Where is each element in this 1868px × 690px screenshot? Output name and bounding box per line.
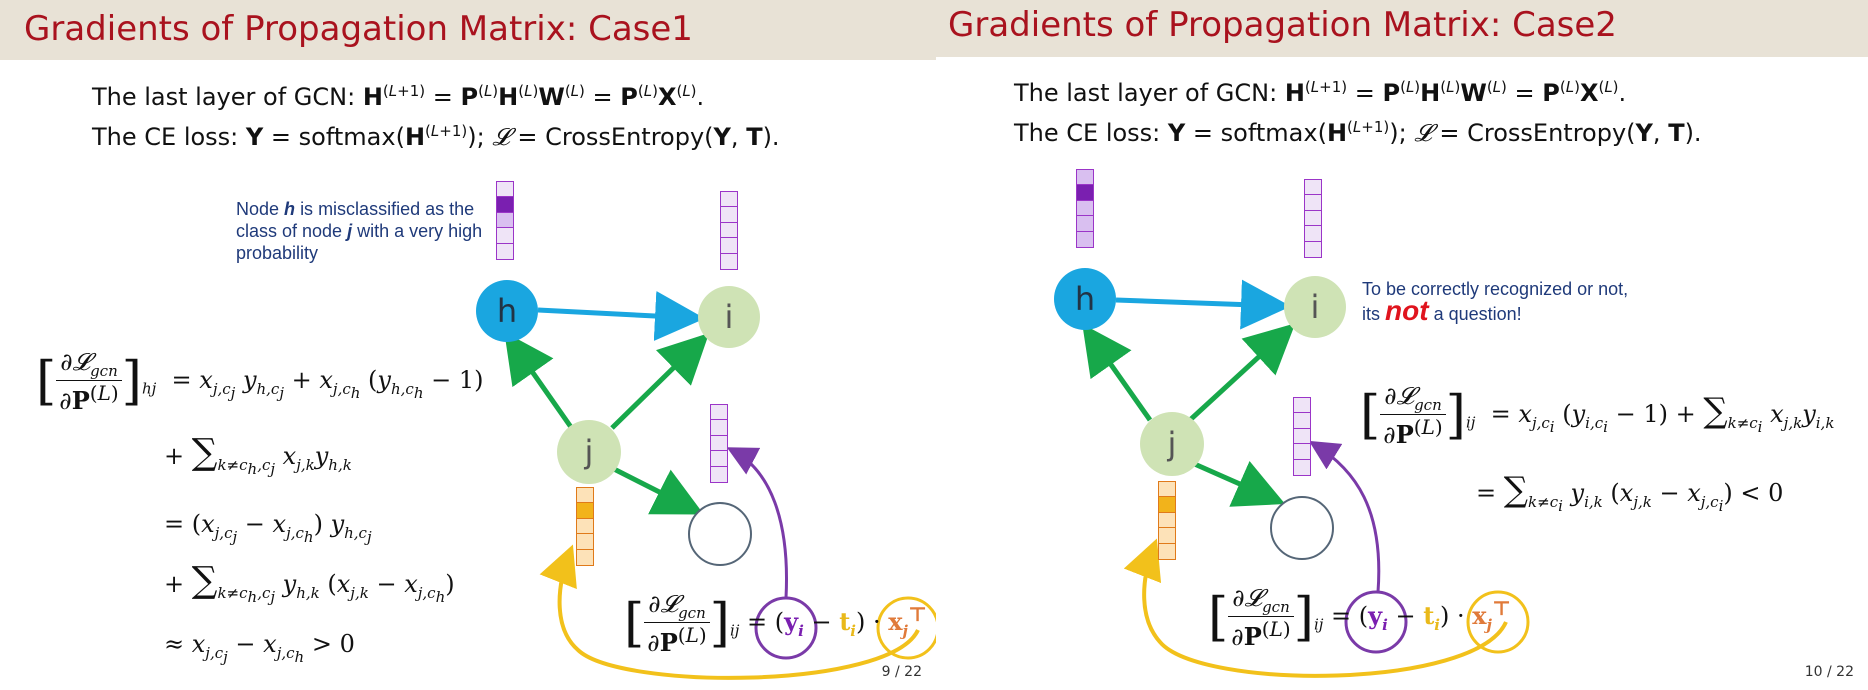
gcn-layer-label: The last layer of GCN: — [92, 83, 356, 111]
vector-cell — [710, 434, 728, 452]
ce-loss-line: The CE loss: Y = softmax(H(L+1)); 𝓛 = Cr… — [1014, 118, 1702, 147]
slide-title: Gradients of Propagation Matrix: Case2 — [948, 5, 1617, 45]
ce-loss-label: The CE loss: — [92, 123, 239, 151]
h-probability-vector — [496, 180, 514, 260]
node-j: j — [1140, 412, 1204, 476]
slide-10: Gradients of Propagation Matrix: Case2 T… — [936, 0, 1868, 690]
vector-cell — [1158, 527, 1176, 544]
vector-cell — [720, 252, 738, 270]
target-vector — [710, 403, 728, 483]
gcn-layer-label: The last layer of GCN: — [1014, 79, 1278, 107]
equation-line-3: = (xj,cj − xj,ch) yh,cj — [164, 510, 372, 546]
equation-line-2: = ∑k≠ci yi,k (xj,k − xj,ci) < 0 — [1476, 470, 1784, 515]
node-empty — [1270, 496, 1334, 560]
node-j: j — [557, 420, 621, 484]
graph-arrows — [504, 290, 936, 680]
vector-cell — [710, 403, 728, 421]
page-number: 9 / 22 — [881, 664, 922, 680]
gcn-layer-line: The last layer of GCN: H(L+1) = P(L)H(L)… — [1014, 78, 1627, 107]
vector-cell — [1304, 225, 1322, 242]
equation-line-2: + ∑k≠ch,cj xj,kyh,k — [164, 432, 352, 478]
vector-cell — [720, 221, 738, 239]
vector-cell — [1293, 427, 1311, 445]
recognition-note: To be correctly recognized or not, its n… — [1362, 279, 1629, 326]
vector-cell — [1293, 458, 1311, 476]
vector-cell — [496, 180, 514, 198]
node-empty — [688, 502, 752, 566]
gcn-layer-line: The last layer of GCN: H(L+1) = P(L)H(L)… — [92, 82, 705, 111]
vector-cell — [1304, 194, 1322, 211]
gradient-equation: [∂𝓛gcn ∂P(L)]hj = xj,cj yh,cj + xj,ch (yh… — [36, 348, 484, 415]
vector-cell — [1293, 396, 1311, 414]
vector-cell — [720, 190, 738, 208]
vector-cell — [576, 517, 594, 535]
vector-cell — [1304, 178, 1322, 196]
node-h: h — [476, 280, 538, 342]
vector-cell — [1304, 240, 1322, 258]
vector-cell — [720, 206, 738, 223]
misclassified-note: Node h is misclassified as the class of … — [236, 199, 483, 263]
j-feature-vector — [1158, 480, 1176, 560]
slide-title: Gradients of Propagation Matrix: Case1 — [24, 9, 693, 49]
vector-cell — [496, 242, 514, 260]
vector-cell — [1158, 480, 1176, 498]
node-i: i — [1284, 276, 1346, 338]
vector-cell — [720, 237, 738, 254]
node-i: i — [698, 286, 760, 348]
gradient-formula: [∂𝓛gcn ∂P(L)]ij = (yi − ti) · xj⊤ — [624, 590, 928, 657]
vector-cell — [1304, 209, 1322, 227]
vector-cell — [1076, 168, 1094, 186]
h-probability-vector — [1076, 168, 1094, 248]
page-number: 10 / 22 — [1804, 664, 1854, 680]
vector-cell — [710, 450, 728, 467]
vector-cell — [1293, 443, 1311, 460]
vector-cell — [576, 502, 594, 519]
vector-cell — [496, 211, 514, 229]
graph-arrows — [1082, 279, 1530, 678]
vector-cell — [576, 533, 594, 550]
vector-cell — [1076, 199, 1094, 217]
i-probability-vector — [720, 190, 738, 270]
equation-line-5: ≈ xj,cj − xj,ch > 0 — [164, 630, 355, 666]
vector-cell — [1158, 496, 1176, 513]
vector-cell — [576, 548, 594, 566]
vector-cell — [1076, 184, 1094, 201]
vector-cell — [1158, 542, 1176, 560]
vector-cell — [1293, 412, 1311, 429]
title-bar: Gradients of Propagation Matrix: Case2 — [936, 0, 1868, 57]
vector-cell — [496, 196, 514, 213]
ce-loss-line: The CE loss: Y = softmax(H(L+1)); 𝓛 = Cr… — [92, 122, 780, 151]
target-vector — [1293, 396, 1311, 476]
vector-cell — [496, 227, 514, 244]
vector-cell — [710, 465, 728, 483]
node-h: h — [1054, 268, 1116, 330]
vector-cell — [1076, 215, 1094, 232]
vector-cell — [710, 419, 728, 436]
vector-cell — [1076, 230, 1094, 248]
title-bar: Gradients of Propagation Matrix: Case1 — [0, 0, 936, 60]
vector-cell — [576, 486, 594, 504]
ce-loss-label: The CE loss: — [1014, 119, 1161, 147]
vector-cell — [1158, 511, 1176, 529]
slide-9: Gradients of Propagation Matrix: Case1 T… — [0, 0, 936, 680]
i-probability-vector — [1304, 178, 1322, 258]
j-feature-vector — [576, 486, 594, 566]
gradient-equation: [∂𝓛gcn ∂P(L)]ij = xj,ci (yi,ci − 1) + ∑k≠… — [1360, 382, 1835, 449]
gradient-formula: [∂𝓛gcn ∂P(L)]ij = (yi − ti) · xj⊤ — [1208, 584, 1512, 651]
equation-line-4: + ∑k≠ch,cj yh,k (xj,k − xj,ch) — [164, 560, 455, 606]
